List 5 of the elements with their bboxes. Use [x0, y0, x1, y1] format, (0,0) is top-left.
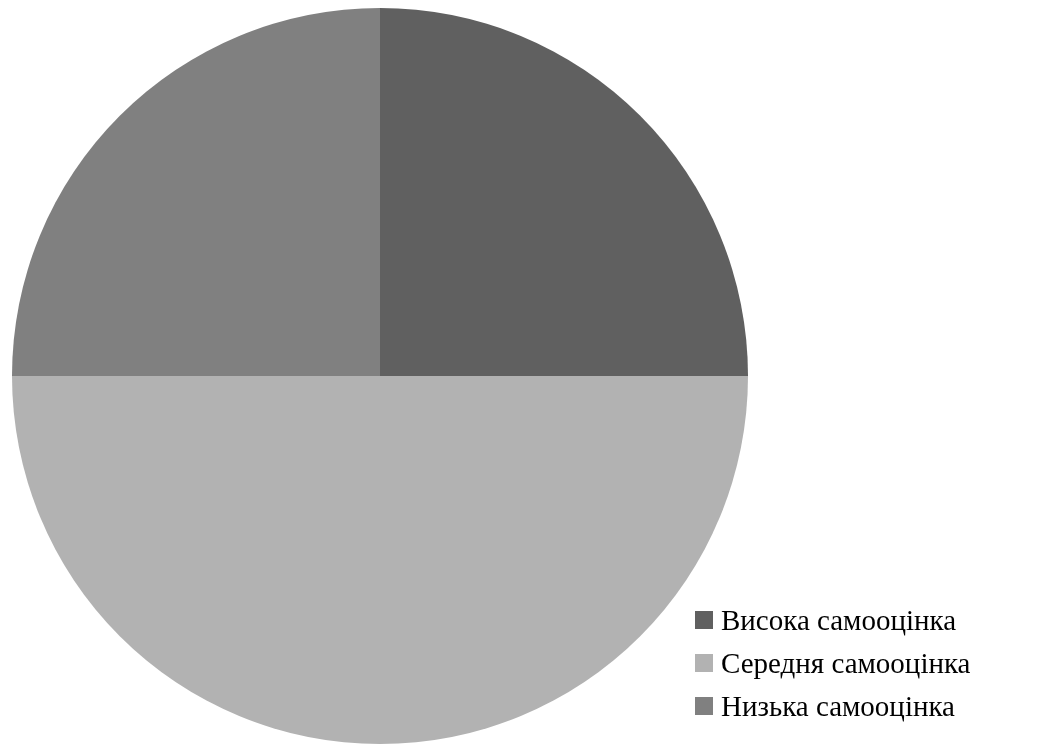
- legend-label: Низька самооцінка: [721, 690, 956, 723]
- legend-label: Висока самооцінка: [721, 604, 957, 637]
- pie-slice: [380, 8, 748, 376]
- pie-slice: [12, 8, 380, 376]
- legend-label: Середня самооцінка: [721, 647, 971, 680]
